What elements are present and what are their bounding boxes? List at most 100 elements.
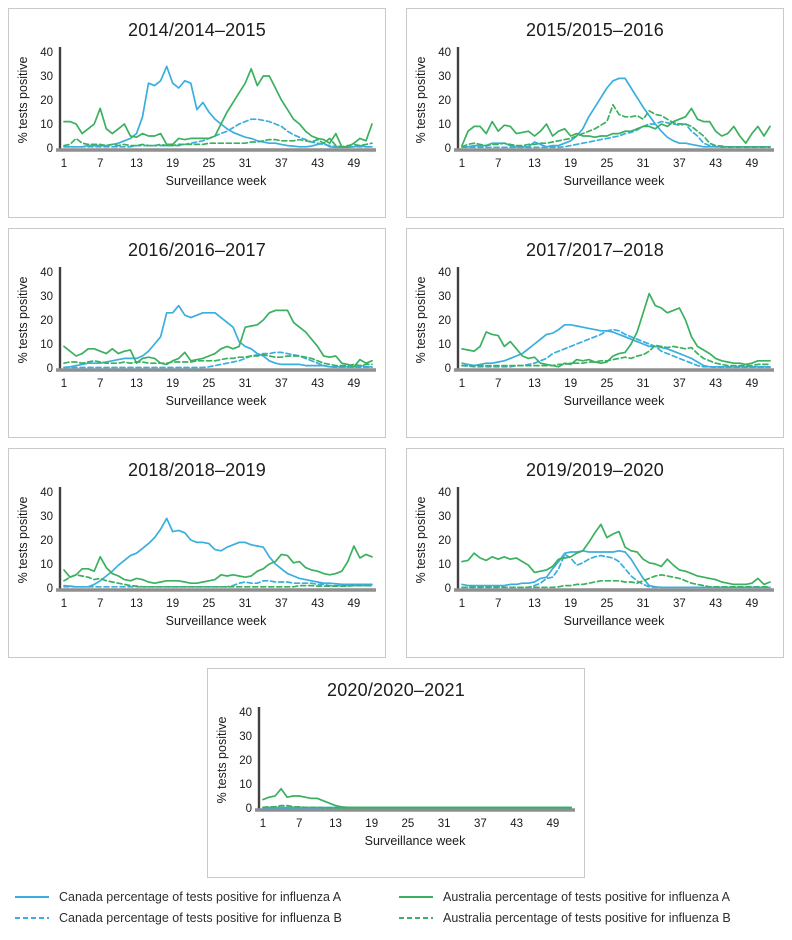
legend-item-canada-a: Canada percentage of tests positive for … <box>14 890 394 904</box>
svg-text:49: 49 <box>347 598 360 610</box>
svg-text:37: 37 <box>275 158 288 170</box>
svg-text:7: 7 <box>97 378 103 390</box>
svg-text:10: 10 <box>438 559 451 571</box>
svg-text:13: 13 <box>130 378 143 390</box>
svg-text:1: 1 <box>459 378 465 390</box>
svg-text:% tests positive: % tests positive <box>16 57 30 144</box>
svg-text:40: 40 <box>438 487 451 499</box>
svg-text:Surveillance week: Surveillance week <box>564 394 665 408</box>
chart-panel-2016-2017: 2016/2016–2017 0 10 20 30 40 1 7 13 19 25 31 37 43 49… <box>8 228 386 438</box>
svg-text:43: 43 <box>709 158 722 170</box>
chart-panel-2015-2016: 2015/2015–2016 0 10 20 30 40 1 7 13 19 25 31 37 43 49… <box>406 8 784 218</box>
svg-text:30: 30 <box>239 731 252 743</box>
svg-text:19: 19 <box>564 378 577 390</box>
svg-text:13: 13 <box>130 158 143 170</box>
svg-text:10: 10 <box>239 779 252 791</box>
svg-text:0: 0 <box>246 803 252 815</box>
svg-text:31: 31 <box>239 158 252 170</box>
svg-text:49: 49 <box>745 598 758 610</box>
svg-text:49: 49 <box>347 158 360 170</box>
svg-text:25: 25 <box>203 378 216 390</box>
svg-text:40: 40 <box>40 267 53 279</box>
svg-text:1: 1 <box>260 818 266 830</box>
svg-text:10: 10 <box>438 339 451 351</box>
legend-label: Canada percentage of tests positive for … <box>59 911 342 925</box>
line-chart-2018-2019: 0 10 20 30 40 1 7 13 19 25 31 37 43 49 Surveillance we… <box>16 487 376 628</box>
svg-text:20: 20 <box>40 95 53 107</box>
svg-text:Surveillance week: Surveillance week <box>166 394 267 408</box>
svg-text:20: 20 <box>438 315 451 327</box>
svg-text:% tests positive: % tests positive <box>414 277 428 364</box>
chart-panel-2019-2020: 2019/2019–2020 0 10 20 30 40 1 7 13 19 25 31 37 43 49… <box>406 448 784 658</box>
svg-text:10: 10 <box>40 559 53 571</box>
svg-text:25: 25 <box>601 598 614 610</box>
svg-text:25: 25 <box>203 158 216 170</box>
svg-text:0: 0 <box>47 583 53 595</box>
svg-text:20: 20 <box>239 755 252 767</box>
svg-text:37: 37 <box>275 598 288 610</box>
svg-text:19: 19 <box>166 158 179 170</box>
panel-title: 2015/2015–2016 <box>526 20 664 40</box>
svg-text:% tests positive: % tests positive <box>414 57 428 144</box>
svg-text:31: 31 <box>438 818 451 830</box>
panel-title: 2020/2020–2021 <box>327 680 465 700</box>
legend-label: Canada percentage of tests positive for … <box>59 890 342 904</box>
svg-text:10: 10 <box>438 119 451 131</box>
svg-text:37: 37 <box>474 818 487 830</box>
svg-text:49: 49 <box>546 818 559 830</box>
svg-text:40: 40 <box>40 487 53 499</box>
svg-text:30: 30 <box>438 511 451 523</box>
legend-swatch-solid-green-icon <box>399 896 433 898</box>
svg-text:31: 31 <box>637 598 650 610</box>
svg-text:31: 31 <box>239 378 252 390</box>
svg-text:10: 10 <box>40 119 53 131</box>
legend-item-australia-b: Australia percentage of tests positive f… <box>398 911 778 925</box>
svg-text:% tests positive: % tests positive <box>16 277 30 364</box>
svg-text:Surveillance week: Surveillance week <box>564 174 665 188</box>
svg-text:% tests positive: % tests positive <box>414 497 428 584</box>
chart-panel-2014-2015: 2014/2014–2015 0 10 20 30 40 1 7 13 19 25 31 37 43 49… <box>8 8 386 218</box>
svg-text:49: 49 <box>745 378 758 390</box>
panel-title: 2017/2017–2018 <box>526 240 664 260</box>
svg-text:20: 20 <box>438 535 451 547</box>
panel-title: 2016/2016–2017 <box>128 240 266 260</box>
svg-text:7: 7 <box>495 378 501 390</box>
svg-text:31: 31 <box>637 158 650 170</box>
svg-text:40: 40 <box>239 707 252 719</box>
panel-title: 2019/2019–2020 <box>526 460 664 480</box>
svg-text:37: 37 <box>673 598 686 610</box>
svg-text:10: 10 <box>40 339 53 351</box>
svg-text:31: 31 <box>239 598 252 610</box>
svg-text:1: 1 <box>459 158 465 170</box>
svg-text:19: 19 <box>564 598 577 610</box>
svg-text:30: 30 <box>40 71 53 83</box>
svg-text:7: 7 <box>97 598 103 610</box>
svg-text:40: 40 <box>438 47 451 59</box>
line-chart-2017-2018: 0 10 20 30 40 1 7 13 19 25 31 37 43 49 Surveillance we… <box>414 267 774 408</box>
svg-text:43: 43 <box>709 378 722 390</box>
svg-text:30: 30 <box>40 511 53 523</box>
svg-text:0: 0 <box>445 363 451 375</box>
svg-text:37: 37 <box>673 378 686 390</box>
svg-text:0: 0 <box>445 143 451 155</box>
svg-text:49: 49 <box>347 378 360 390</box>
chart-legend: Canada percentage of tests positive for … <box>8 890 784 925</box>
line-chart-2015-2016: 0 10 20 30 40 1 7 13 19 25 31 37 43 49 Surveillance we… <box>414 47 774 188</box>
svg-text:40: 40 <box>40 47 53 59</box>
svg-text:20: 20 <box>40 315 53 327</box>
svg-text:13: 13 <box>130 598 143 610</box>
svg-text:Surveillance week: Surveillance week <box>166 614 267 628</box>
svg-text:31: 31 <box>637 378 650 390</box>
svg-text:Surveillance week: Surveillance week <box>166 174 267 188</box>
svg-text:30: 30 <box>438 71 451 83</box>
chart-panel-2020-2021: 2020/2020–2021 0 10 20 30 40 1 7 13 19 25 31 37 43 49… <box>207 668 585 878</box>
svg-text:Surveillance week: Surveillance week <box>365 834 466 848</box>
svg-text:30: 30 <box>438 291 451 303</box>
legend-label: Australia percentage of tests positive f… <box>443 890 730 904</box>
svg-text:1: 1 <box>61 378 67 390</box>
legend-item-australia-a: Australia percentage of tests positive f… <box>398 890 778 904</box>
panel-title: 2014/2014–2015 <box>128 20 266 40</box>
legend-label: Australia percentage of tests positive f… <box>443 911 731 925</box>
svg-text:19: 19 <box>365 818 378 830</box>
svg-text:13: 13 <box>528 158 541 170</box>
